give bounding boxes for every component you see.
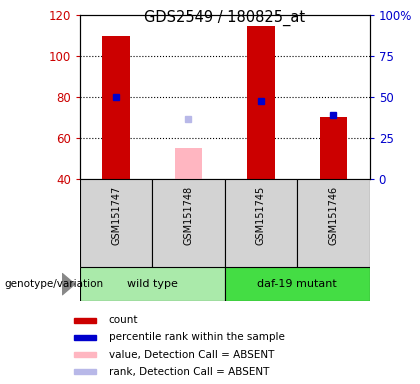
Bar [320, 118, 347, 179]
Bar [102, 36, 130, 179]
Bar [225, 267, 370, 301]
Bar [74, 335, 97, 340]
Text: GSM151747: GSM151747 [111, 185, 121, 245]
Text: GSM151745: GSM151745 [256, 185, 266, 245]
Bar [175, 148, 202, 179]
Text: GDS2549 / 180825_at: GDS2549 / 180825_at [144, 10, 305, 26]
Bar [80, 267, 225, 301]
Bar [74, 369, 97, 374]
Bar [80, 179, 152, 267]
Text: value, Detection Call = ABSENT: value, Detection Call = ABSENT [108, 350, 274, 360]
Bar [74, 352, 97, 357]
Bar [152, 179, 225, 267]
Polygon shape [62, 273, 75, 295]
Text: rank, Detection Call = ABSENT: rank, Detection Call = ABSENT [108, 367, 269, 377]
Text: daf-19 mutant: daf-19 mutant [257, 279, 337, 289]
Bar [297, 179, 370, 267]
Bar [74, 318, 97, 323]
Bar [225, 179, 297, 267]
Text: percentile rank within the sample: percentile rank within the sample [108, 333, 284, 343]
Bar [247, 26, 275, 179]
Text: wild type: wild type [127, 279, 178, 289]
Text: count: count [108, 315, 138, 325]
Text: GSM151748: GSM151748 [184, 185, 194, 245]
Text: GSM151746: GSM151746 [328, 185, 339, 245]
Text: genotype/variation: genotype/variation [4, 279, 103, 289]
